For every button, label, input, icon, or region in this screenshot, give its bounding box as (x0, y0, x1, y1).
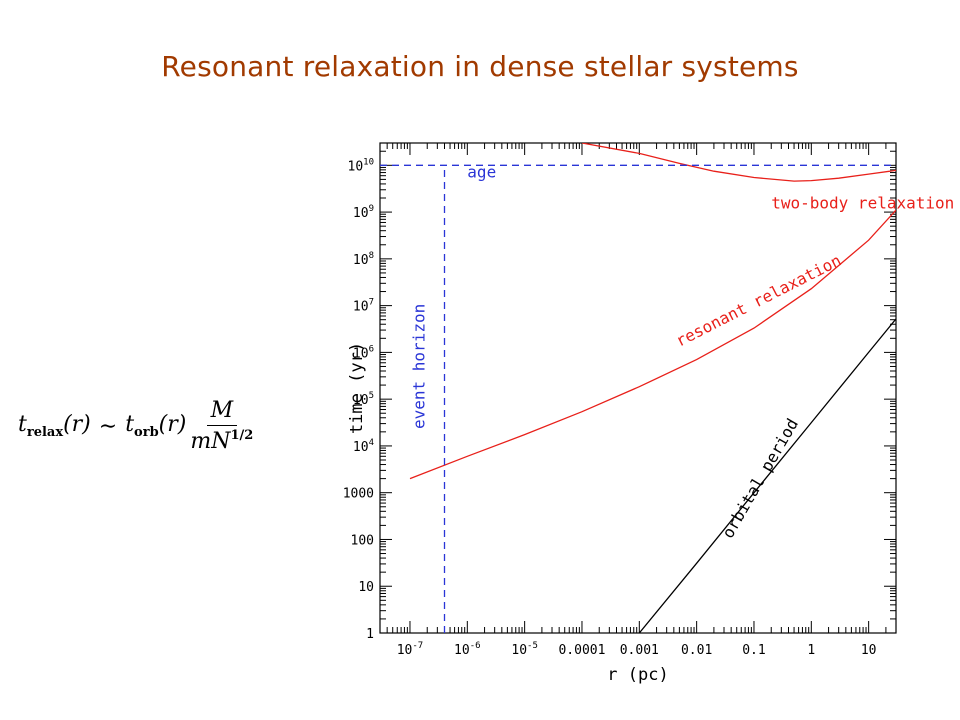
y-tick-label: 108 (353, 251, 374, 268)
y-tick-label: 104 (353, 438, 374, 455)
formula-numerator: M (206, 398, 238, 426)
formula-relation: ∼ (98, 413, 118, 439)
event-horizon-annotation: event horizon (410, 304, 429, 429)
age-annotation: age (467, 162, 496, 181)
y-tick-label: 10 (358, 580, 374, 595)
x-tick-label: 0.01 (681, 643, 712, 658)
resonant-relaxation-line (409, 209, 896, 480)
relaxation-formula: trelax(r) ∼ torb(r) M mN1/2 (18, 398, 253, 454)
two-body-relaxation-annotation: two-body relaxation (771, 193, 954, 212)
y-tick-label: 1010 (348, 157, 375, 174)
y-tick-label: 109 (353, 204, 374, 221)
x-axis-label: r (pc) (607, 665, 668, 685)
y-axis-label: time (yr) (347, 342, 367, 434)
formula-denominator: mN1/2 (190, 428, 254, 454)
x-tick-label: 10-5 (511, 641, 538, 658)
formula-fraction: M mN1/2 (190, 398, 253, 454)
x-tick-label: 10 (861, 643, 877, 658)
y-tick-label: 1 (366, 627, 374, 642)
x-tick-label: 10-7 (397, 641, 424, 658)
orbital-period-annotation: orbital period (718, 415, 802, 541)
x-tick-label: 1 (807, 643, 815, 658)
resonant-relaxation-annotation: resonant relaxation (673, 251, 845, 351)
orbital-period-line (638, 318, 896, 633)
formula-rhs: torb(r) (125, 412, 187, 440)
plot-frame (379, 142, 897, 634)
x-tick-label: 0.0001 (558, 643, 605, 658)
y-tick-label: 1000 (343, 487, 374, 502)
y-tick-label: 107 (353, 298, 374, 315)
x-tick-label: 10-6 (454, 641, 481, 658)
x-tick-label: 0.001 (620, 643, 659, 658)
y-tick-label: 100 (351, 533, 374, 548)
x-tick-label: 0.1 (742, 643, 765, 658)
two-body-relaxation-line (581, 143, 896, 182)
slide-title: Resonant relaxation in dense stellar sys… (161, 50, 799, 83)
formula-lhs: trelax(r) (18, 412, 91, 440)
